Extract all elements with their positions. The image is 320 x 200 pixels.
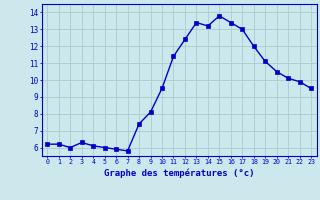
X-axis label: Graphe des températures (°c): Graphe des températures (°c) — [104, 168, 254, 178]
